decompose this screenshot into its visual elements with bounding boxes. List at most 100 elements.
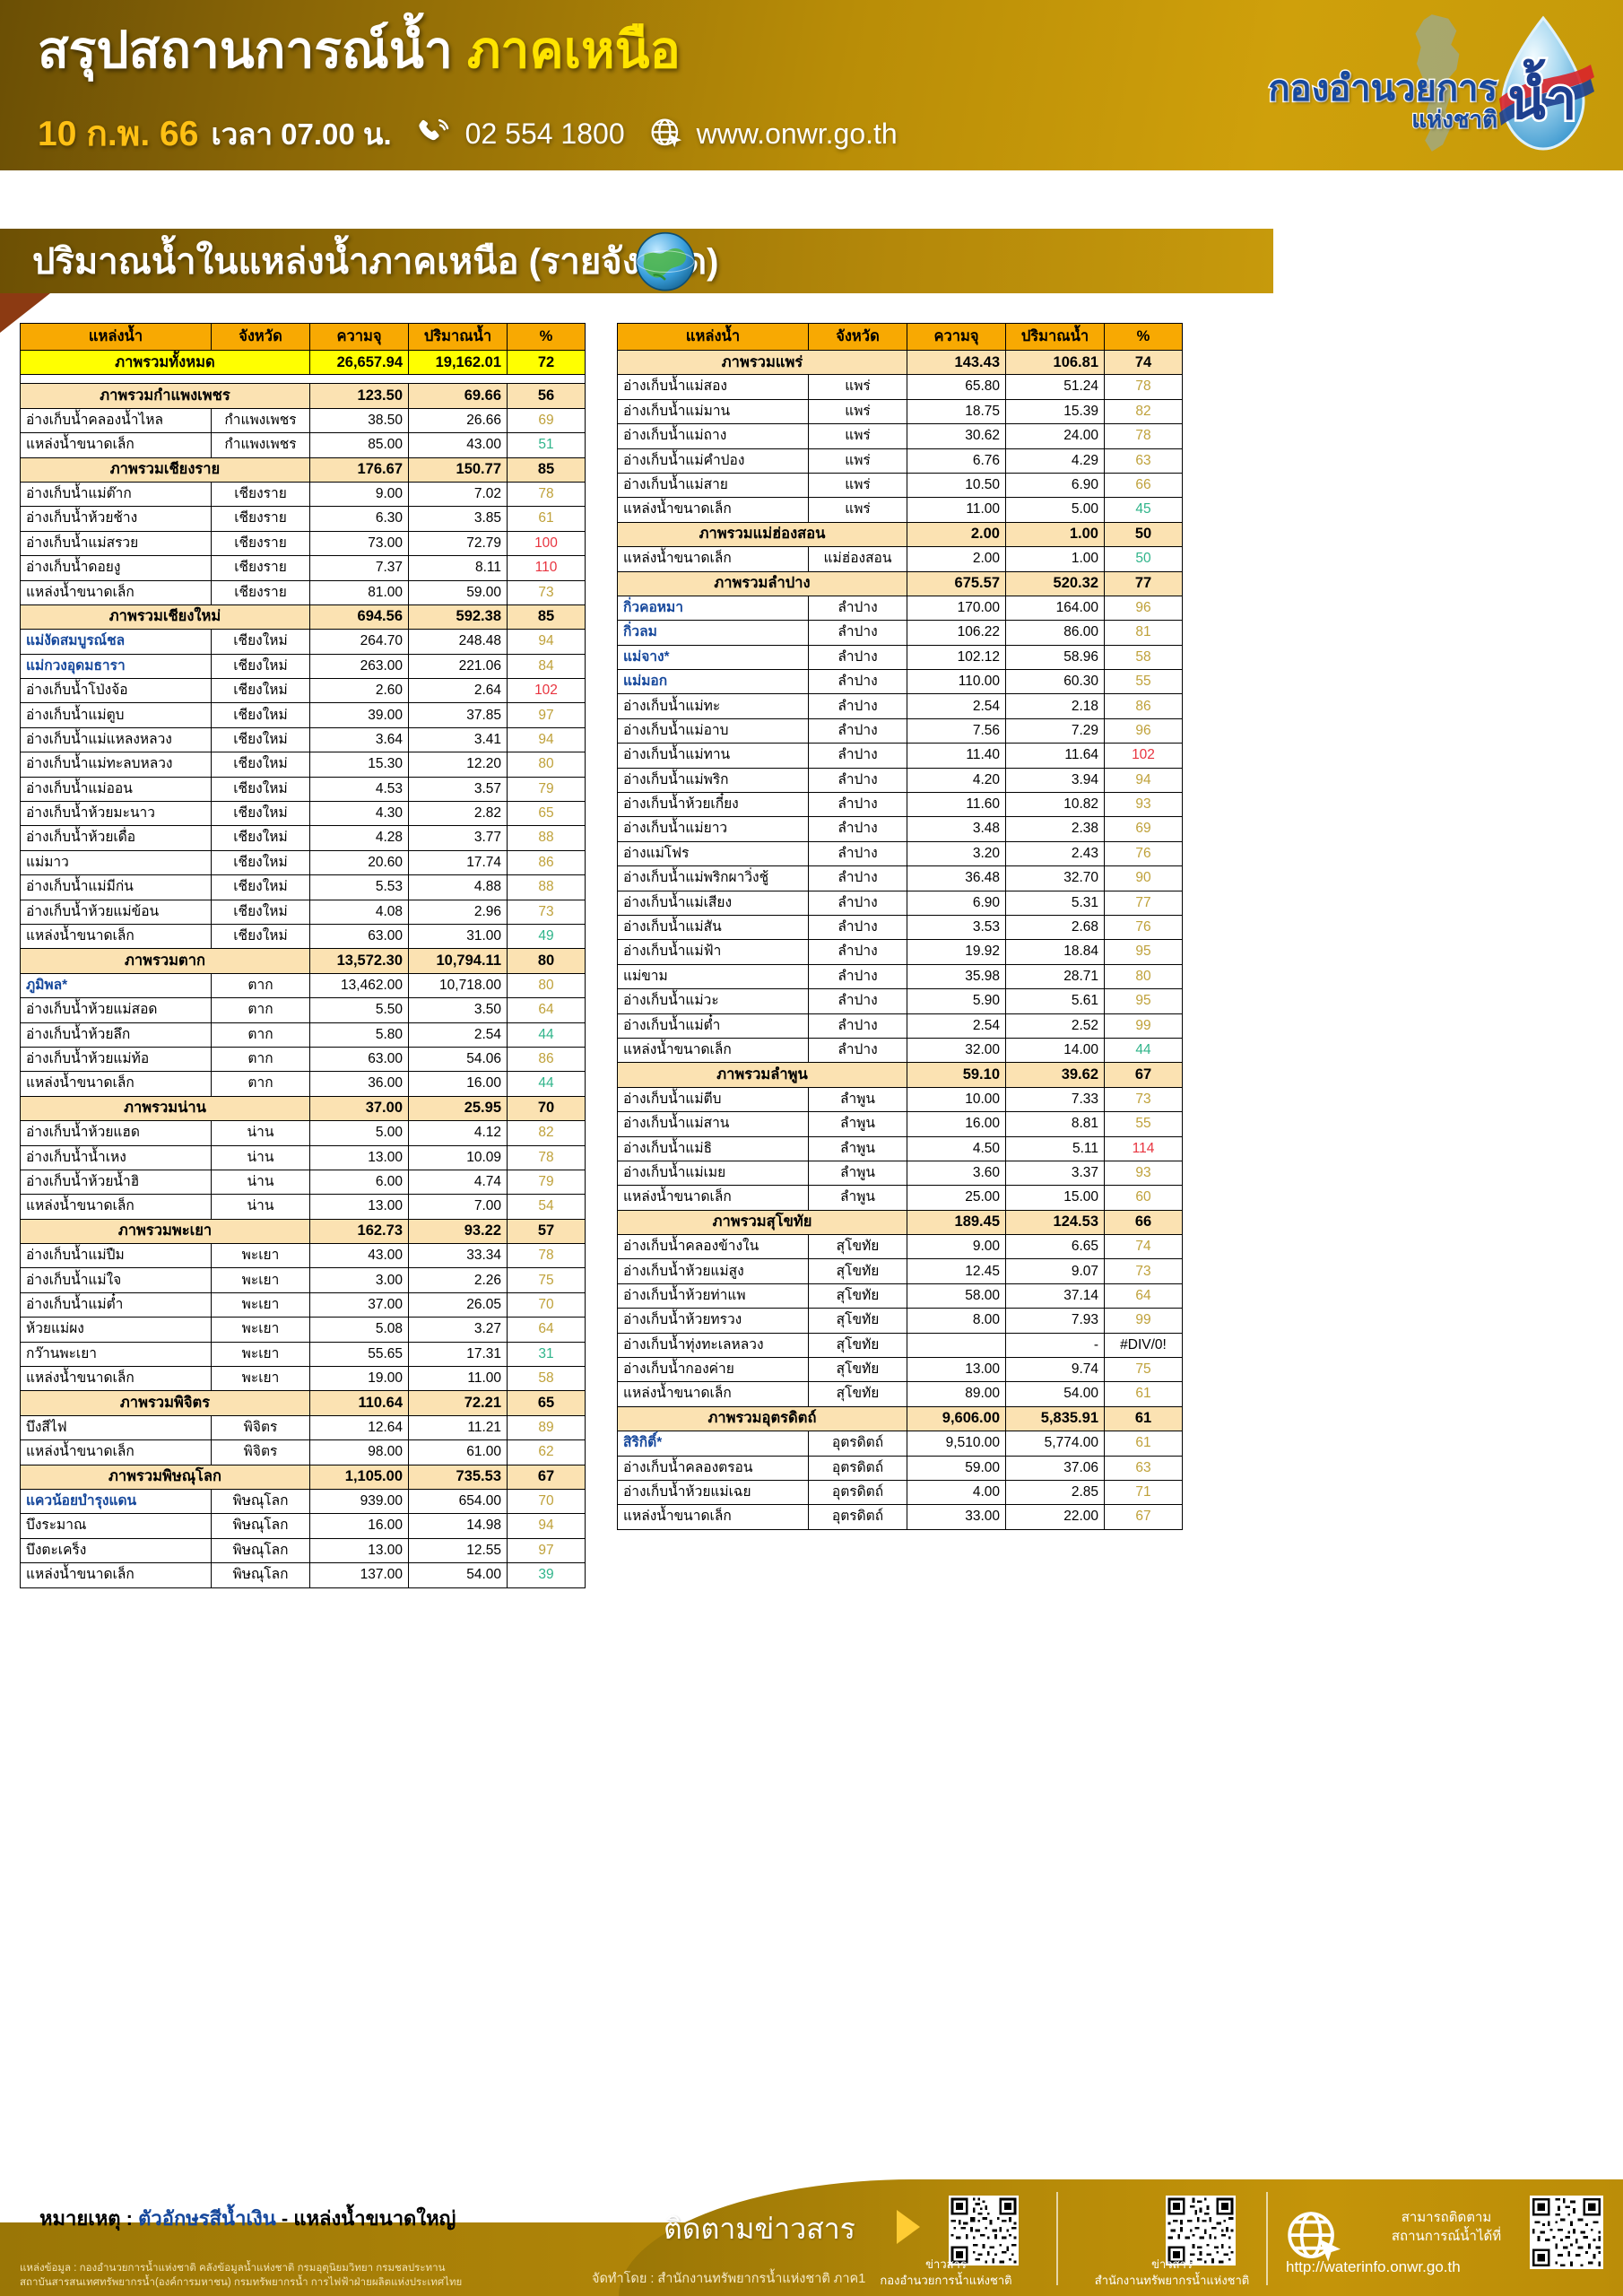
cell-capacity: 6.76 xyxy=(907,448,1006,474)
web-caption-line-1: สามารถติดตาม xyxy=(1401,2210,1492,2225)
cell-source-name: อ่างเก็บน้ำดอยงู xyxy=(20,555,212,581)
cell-capacity: 12.45 xyxy=(907,1258,1006,1284)
cell-capacity: 264.70 xyxy=(309,629,409,655)
cell-source-name: อ่างเก็บน้ำห้วยแม่สูง xyxy=(617,1258,809,1284)
cell-source-name: ภาพรวมตาก xyxy=(20,948,310,974)
table-row: ห้วยแม่ผง พะเยา 5.08 3.27 64 xyxy=(20,1317,586,1343)
cell-percent: 82 xyxy=(507,1120,586,1146)
page-title: สรุปสถานการณ์น้ำ ภาคเหนือ xyxy=(38,25,681,76)
footer-divider-2 xyxy=(1266,2192,1268,2285)
logo-line-1: กองอำนวยการ xyxy=(1267,69,1499,109)
cell-capacity: 4.20 xyxy=(907,767,1006,794)
cell-province: ลำปาง xyxy=(808,816,907,842)
qr-code-onwr-office[interactable] xyxy=(1166,2196,1236,2266)
cell-source-name: ภาพรวมลำปาง xyxy=(617,570,907,596)
table-row: อ่างเก็บน้ำคลองตรอน อุตรดิตถ์ 59.00 37.06 63 xyxy=(617,1455,1183,1481)
cell-volume: 2.38 xyxy=(1005,816,1105,842)
waterinfo-url[interactable]: http://waterinfo.onwr.go.th xyxy=(1286,2258,1461,2275)
cell-capacity: 13,462.00 xyxy=(309,972,409,999)
cell-volume: 15.00 xyxy=(1005,1185,1105,1211)
globe-cursor-icon xyxy=(648,116,684,152)
cell-province: สุโขทัย xyxy=(808,1381,907,1407)
web-caption-line-2: สถานการณ์น้ำได้ที่ xyxy=(1391,2229,1502,2244)
cell-capacity: 3.20 xyxy=(907,840,1006,867)
cell-volume: 14.98 xyxy=(408,1513,508,1539)
page-footer: หมายเหตุ : ตัวอักษรสีน้ำเงิน - แหล่งน้ำข… xyxy=(0,2179,1623,2296)
globe-cursor-icon xyxy=(1288,2212,1341,2262)
cell-province: ลำพูน xyxy=(808,1111,907,1137)
table-row: อ่างแม่โฟร ลำปาง 3.20 2.43 76 xyxy=(617,840,1183,867)
cell-province: อุตรดิตถ์ xyxy=(808,1455,907,1481)
cell-volume: 17.74 xyxy=(408,849,508,876)
cell-percent: 66 xyxy=(1104,1209,1183,1236)
qr-code-onwr-news[interactable] xyxy=(949,2196,1019,2266)
cell-volume: 54.00 xyxy=(1005,1381,1105,1407)
cell-volume: 124.53 xyxy=(1005,1209,1105,1236)
cell-capacity: 36.48 xyxy=(907,865,1006,891)
table-row: แควน้อยบำรุงแดน พิษณุโลก 939.00 654.00 70 xyxy=(20,1488,586,1515)
col-header-volume: ปริมาณน้ำ xyxy=(408,323,508,351)
section-banner: ปริมาณน้ำในแหล่งน้ำภาคเหนือ (รายจังหวัด) xyxy=(0,229,1273,293)
cell-percent: 80 xyxy=(507,752,586,778)
cell-province: เชียงราย xyxy=(211,555,310,581)
contact-website[interactable]: www.onwr.go.th xyxy=(696,117,898,150)
cell-province: เชียงใหม่ xyxy=(211,801,310,827)
cell-province: ลำปาง xyxy=(808,865,907,891)
cell-province: ลำปาง xyxy=(808,767,907,794)
cell-source-name: ภาพรวมน่าน xyxy=(20,1095,310,1122)
cell-capacity: 33.00 xyxy=(907,1504,1006,1530)
cell-capacity: 13.00 xyxy=(309,1144,409,1170)
cell-percent: 45 xyxy=(1104,497,1183,523)
cell-capacity: 13.00 xyxy=(309,1537,409,1564)
cell-capacity: 675.57 xyxy=(907,570,1006,596)
cell-volume: 72.79 xyxy=(408,530,508,557)
cell-volume: 37.14 xyxy=(1005,1283,1105,1309)
table-row: อ่างเก็บน้ำแม่สาน ลำพูน 16.00 8.81 55 xyxy=(617,1111,1183,1137)
cell-volume: 3.57 xyxy=(408,776,508,803)
cell-province: พะเยา xyxy=(211,1366,310,1392)
cell-volume: 5.61 xyxy=(1005,988,1105,1014)
cell-province: สุโขทัย xyxy=(808,1283,907,1309)
section-title: ปริมาณน้ำในแหล่งน้ำภาคเหนือ (รายจังหวัด) xyxy=(32,242,719,282)
cell-volume: 15.39 xyxy=(1005,398,1105,425)
cell-volume: 5.11 xyxy=(1005,1135,1105,1161)
qr-code-waterinfo[interactable] xyxy=(1530,2196,1603,2269)
cell-capacity: 59.10 xyxy=(907,1062,1006,1088)
cell-province: แพร่ xyxy=(808,448,907,474)
cell-province: เชียงใหม่ xyxy=(211,874,310,900)
cell-source-name: ภาพรวมสุโขทัย xyxy=(617,1209,907,1236)
cell-percent: 75 xyxy=(507,1267,586,1293)
cell-percent: 69 xyxy=(507,407,586,434)
table-row: อ่างเก็บน้ำห้วยแฮด น่าน 5.00 4.12 82 xyxy=(20,1120,586,1146)
cell-percent: 110 xyxy=(507,555,586,581)
cell-source-name: อ่างเก็บน้ำคลองตรอน xyxy=(617,1455,809,1481)
table-row-province-subtotal: ภาพรวมตาก 13,572.30 10,794.11 80 xyxy=(20,948,586,974)
cell-volume: 106.81 xyxy=(1005,349,1105,376)
cell-capacity: 110.00 xyxy=(907,669,1006,695)
table-row-province-subtotal: ภาพรวมกำแพงเพชร 123.50 69.66 56 xyxy=(20,383,586,409)
cell-percent: 89 xyxy=(507,1414,586,1441)
cell-percent: 85 xyxy=(507,604,586,631)
contact-phone[interactable]: 02 554 1800 xyxy=(464,117,625,150)
cell-percent: 102 xyxy=(1104,743,1183,769)
cell-capacity: 63.00 xyxy=(309,1046,409,1073)
cell-source-name: อ่างเก็บน้ำห้วยมะนาว xyxy=(20,801,212,827)
cell-source-name: อ่างเก็บน้ำแม่ปืม xyxy=(20,1243,212,1269)
table-row: แม่จาง* ลำปาง 102.12 58.96 58 xyxy=(617,644,1183,671)
cell-percent: 80 xyxy=(507,972,586,999)
table-row: บึงสีไฟ พิจิตร 12.64 11.21 89 xyxy=(20,1414,586,1441)
cell-volume: 37.85 xyxy=(408,702,508,728)
cell-volume: 25.95 xyxy=(408,1095,508,1122)
table-row-province-subtotal: ภาพรวมแม่ฮ่องสอน 2.00 1.00 50 xyxy=(617,521,1183,548)
table-row-province-subtotal: ภาพรวมพิษณุโลก 1,105.00 735.53 67 xyxy=(20,1464,586,1490)
cell-capacity: 4.00 xyxy=(907,1479,1006,1506)
cell-percent: 70 xyxy=(507,1292,586,1318)
cell-percent: 76 xyxy=(1104,914,1183,941)
cell-province: เชียงใหม่ xyxy=(211,726,310,753)
cell-volume: 61.00 xyxy=(408,1439,508,1465)
cell-volume: 2.18 xyxy=(1005,693,1105,719)
cell-province: เชียงราย xyxy=(211,530,310,557)
cell-province: ลำพูน xyxy=(808,1185,907,1211)
cell-volume: 10.09 xyxy=(408,1144,508,1170)
cell-source-name: แหล่งน้ำขนาดเล็ก xyxy=(20,923,212,950)
